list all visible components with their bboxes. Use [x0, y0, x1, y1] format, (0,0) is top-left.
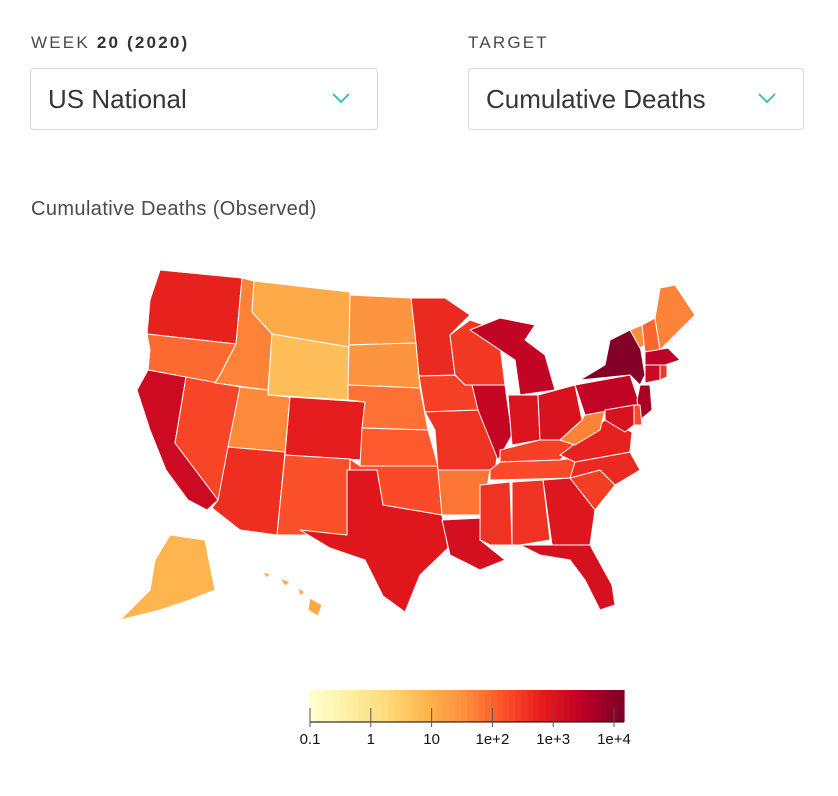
legend-swatch [436, 690, 444, 722]
legend-swatch [551, 690, 559, 722]
legend-swatch [382, 690, 390, 722]
week-label: WEEK 20 (2020) [31, 33, 189, 53]
state-il[interactable] [471, 384, 513, 461]
week-label-value: 20 (2020) [96, 33, 190, 52]
state-de[interactable] [633, 404, 643, 426]
legend-swatch [527, 690, 535, 722]
legend-tick-label: 1e+3 [536, 731, 570, 748]
legend-swatch [388, 690, 396, 722]
state-co[interactable] [284, 396, 366, 461]
state-ky[interactable] [499, 439, 576, 463]
state-ga[interactable] [542, 477, 596, 546]
legend-swatch [400, 690, 408, 722]
state-ks[interactable] [359, 427, 439, 467]
legend-swatch [394, 690, 402, 722]
legend-swatch [424, 690, 432, 722]
legend-swatch [346, 690, 353, 722]
legend-swatch [497, 690, 504, 722]
legend-swatch [418, 690, 426, 722]
legend-swatch [334, 690, 341, 722]
legend-swatch [406, 690, 414, 722]
legend-swatch [364, 690, 371, 722]
legend-swatch [430, 690, 438, 722]
state-fl[interactable] [519, 544, 616, 611]
legend-swatch [316, 690, 323, 722]
legend-swatch [310, 690, 317, 722]
legend-swatch [605, 690, 613, 722]
week-label-prefix: WEEK [31, 33, 90, 52]
legend-swatch [563, 690, 571, 722]
state-md[interactable] [604, 404, 635, 433]
region-select[interactable]: US National [30, 68, 378, 130]
legend-swatch [587, 690, 595, 722]
legend-tick-label: 10 [423, 731, 440, 748]
state-nd[interactable] [348, 294, 417, 346]
legend-swatch [370, 690, 378, 722]
legend-swatch [515, 690, 522, 722]
legend-swatch [503, 690, 510, 722]
state-al[interactable] [511, 479, 551, 546]
color-legend: 0.1 1 10 1e+2 1e+3 1e+4 [300, 690, 631, 748]
legend-swatch [442, 690, 450, 722]
legend-swatch [448, 690, 456, 722]
target-label: TARGET [468, 33, 549, 52]
legend-tick-label: 1 [367, 731, 375, 748]
legend-swatch [533, 690, 541, 722]
legend-swatch [569, 690, 577, 722]
legend-swatch [545, 690, 553, 722]
legend-swatch [617, 690, 625, 722]
legend-tick-label: 0.1 [300, 731, 321, 748]
legend-swatch [352, 690, 359, 722]
state-wa[interactable] [146, 269, 243, 345]
legend-swatch [340, 690, 347, 722]
target-select[interactable]: Cumulative Deaths [468, 68, 804, 130]
legend-ticks: 0.1 1 10 1e+2 1e+3 1e+4 [300, 708, 631, 748]
state-ms[interactable] [479, 481, 513, 546]
legend-swatch [491, 690, 498, 722]
legend-swatch [557, 690, 565, 722]
state-ct[interactable] [644, 364, 661, 384]
legend-swatch [460, 690, 468, 722]
chevron-down-icon [758, 93, 776, 104]
legend-swatch [599, 690, 607, 722]
legend-tick-label: 1e+4 [597, 731, 631, 748]
map-title: Cumulative Deaths (Observed) [31, 198, 317, 220]
state-ma[interactable] [644, 347, 681, 366]
state-hi[interactable] [261, 571, 323, 617]
legend-swatch [593, 690, 601, 722]
legend-swatch [454, 690, 462, 722]
legend-swatch [467, 690, 474, 722]
legend-swatch [479, 690, 486, 722]
state-ri[interactable] [659, 364, 668, 381]
legend-swatch [575, 690, 583, 722]
legend-swatch [328, 690, 335, 722]
state-mi[interactable] [469, 317, 556, 396]
legend-swatch [322, 690, 329, 722]
legend-swatch [611, 690, 619, 722]
legend-swatch [509, 690, 516, 722]
legend-swatch [473, 690, 480, 722]
legend-swatch [581, 690, 589, 722]
state-in[interactable] [507, 394, 541, 446]
us-choropleth-map [119, 269, 696, 621]
legend-swatch [539, 690, 547, 722]
legend-tick-label: 1e+2 [476, 731, 510, 748]
state-nm[interactable] [276, 454, 351, 536]
legend-gradient-bar [310, 690, 625, 722]
target-select-value: Cumulative Deaths [486, 83, 706, 114]
state-me[interactable] [654, 284, 696, 351]
state-az[interactable] [211, 446, 286, 536]
state-ak[interactable] [119, 534, 216, 621]
region-select-value: US National [48, 83, 187, 114]
state-tx[interactable] [299, 469, 449, 613]
legend-swatch [376, 690, 384, 722]
legend-swatch [358, 690, 365, 722]
state-sd[interactable] [347, 342, 421, 389]
legend-swatch [485, 690, 492, 722]
legend-swatch [521, 690, 528, 722]
chevron-down-icon [332, 93, 350, 104]
legend-swatch [412, 690, 420, 722]
